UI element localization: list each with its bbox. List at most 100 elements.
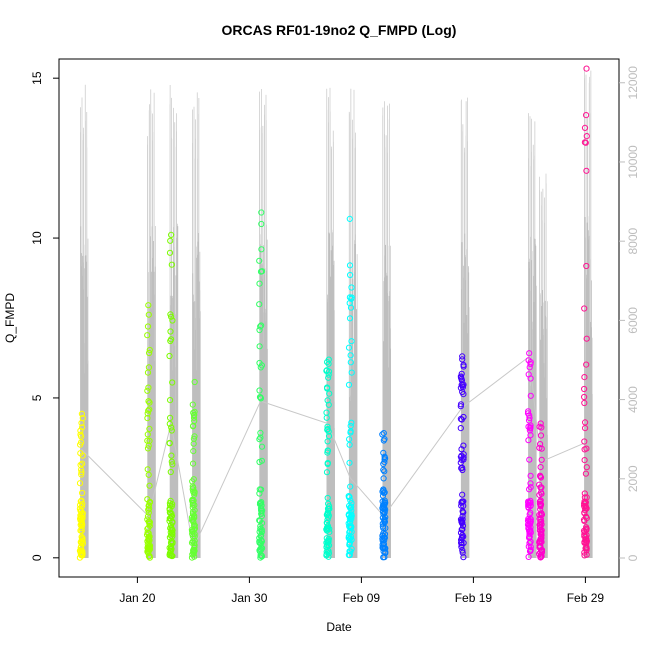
data-point — [258, 209, 265, 216]
data-point — [169, 539, 176, 546]
x-tick-label: Jan 30 — [231, 591, 267, 605]
data-point — [538, 547, 545, 554]
data-point — [189, 486, 196, 493]
altitude-trace — [192, 92, 201, 558]
data-point — [145, 546, 152, 553]
data-point — [324, 423, 331, 430]
data-point — [146, 346, 153, 354]
y2-tick-label: 8000 — [626, 228, 640, 255]
data-point — [256, 517, 263, 524]
data-point — [191, 547, 198, 554]
altitude-trace-line — [584, 67, 593, 558]
data-point — [538, 424, 545, 431]
data-point — [325, 360, 332, 367]
data-point — [189, 533, 196, 540]
data-point — [380, 548, 387, 555]
data-point — [581, 399, 588, 407]
altitude-trace — [326, 87, 335, 558]
data-point — [458, 375, 465, 383]
data-point — [256, 280, 263, 287]
data-point — [166, 506, 173, 513]
data-point — [583, 112, 590, 119]
data-point — [256, 343, 263, 350]
data-point — [348, 503, 355, 510]
data-point — [78, 519, 85, 526]
data-point — [79, 424, 86, 431]
data-point — [347, 428, 354, 435]
data-point — [257, 323, 264, 330]
data-point — [168, 537, 175, 545]
data-point — [79, 415, 86, 422]
data-point — [146, 545, 153, 552]
data-point — [78, 410, 86, 417]
flight-points — [188, 378, 198, 561]
data-point — [380, 449, 387, 456]
altitude-trace-line — [192, 92, 201, 558]
data-point — [582, 419, 589, 426]
data-point — [324, 384, 331, 391]
data-point — [348, 369, 355, 376]
data-point — [583, 361, 590, 368]
data-point — [525, 553, 532, 561]
data-point — [167, 548, 174, 555]
data-point — [457, 373, 464, 380]
data-point — [189, 508, 197, 515]
data-point — [189, 504, 196, 511]
data-point — [324, 447, 331, 454]
data-point — [145, 311, 152, 318]
data-point — [325, 374, 332, 381]
data-point — [458, 416, 465, 423]
data-point — [347, 352, 354, 359]
data-point — [526, 414, 533, 422]
data-point — [323, 519, 330, 526]
data-point — [345, 344, 353, 351]
data-point — [460, 381, 467, 388]
data-point — [324, 547, 331, 554]
data-point — [583, 464, 590, 471]
data-point — [380, 475, 387, 482]
flight-points — [323, 356, 333, 560]
data-point — [525, 423, 532, 430]
data-point — [348, 338, 355, 345]
data-point — [167, 414, 174, 421]
data-point — [324, 525, 331, 533]
data-point — [457, 453, 464, 460]
data-point — [168, 546, 175, 553]
data-point — [258, 509, 265, 516]
data-point — [324, 359, 331, 366]
data-point — [78, 533, 85, 540]
data-point — [167, 311, 174, 318]
data-point — [538, 528, 545, 535]
data-point — [537, 441, 544, 448]
altitude-trace-line — [528, 113, 537, 558]
altitude-trace — [169, 85, 179, 558]
data-point — [167, 397, 174, 404]
data-point — [169, 518, 176, 525]
data-point — [256, 534, 263, 542]
data-point — [583, 504, 590, 511]
data-point — [537, 472, 544, 479]
data-point — [347, 359, 354, 366]
data-point — [77, 427, 84, 434]
altitude-trace-line — [326, 87, 335, 558]
data-point — [382, 545, 389, 552]
data-point — [258, 526, 265, 533]
data-point — [167, 328, 174, 335]
data-point — [79, 500, 86, 508]
data-point — [258, 246, 265, 253]
data-point — [145, 506, 152, 513]
data-point — [258, 457, 265, 464]
data-point — [581, 552, 588, 559]
data-point — [581, 539, 588, 546]
data-point — [326, 529, 333, 536]
data-point — [538, 553, 545, 560]
altitude-trace-line — [348, 88, 358, 558]
altitude-trace — [528, 113, 537, 558]
data-point — [79, 550, 86, 557]
data-point — [324, 510, 331, 518]
plot-area — [76, 65, 593, 561]
data-point — [145, 535, 152, 542]
data-point — [190, 440, 197, 447]
data-point — [583, 133, 590, 140]
data-point — [581, 305, 588, 312]
